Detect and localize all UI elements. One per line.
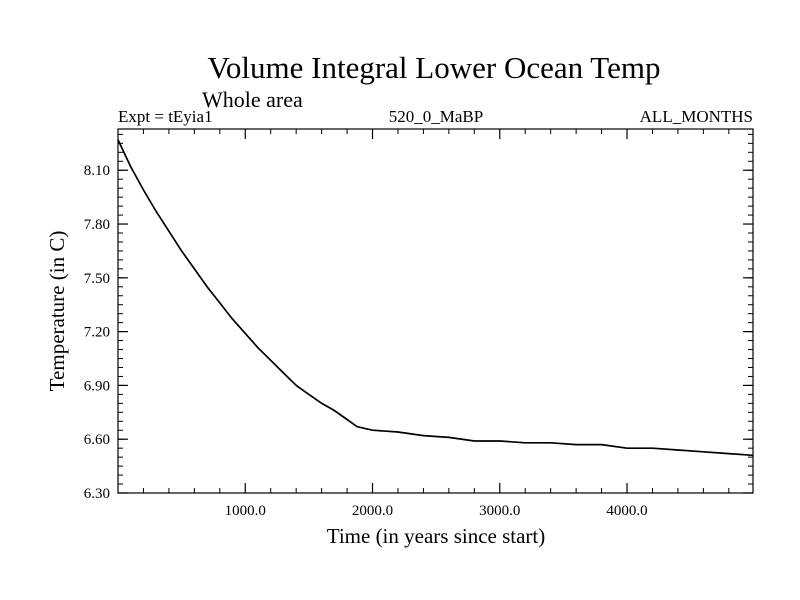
months-label: ALL_MONTHS <box>640 107 753 126</box>
y-tick-label: 7.20 <box>84 325 110 341</box>
chart-title: Volume Integral Lower Ocean Temp <box>208 50 661 85</box>
y-tick-label: 6.90 <box>84 378 110 394</box>
y-axis-label: Temperature (in C) <box>45 231 69 392</box>
y-tick-label: 7.80 <box>84 217 110 233</box>
y-tick-label: 6.60 <box>84 432 110 448</box>
x-tick-label: 3000.0 <box>479 503 520 519</box>
y-tick-label: 8.10 <box>84 163 110 179</box>
x-tick-label: 1000.0 <box>225 503 266 519</box>
plot-frame <box>117 128 754 494</box>
x-tick-label: 4000.0 <box>606 503 647 519</box>
period-label: 520_0_MaBP <box>389 107 483 126</box>
chart-subtitle: Whole area <box>202 87 303 112</box>
x-tick-labels: 1000.0 2000.0 3000.0 4000.0 <box>225 503 648 519</box>
y-tick-label: 6.30 <box>84 486 110 502</box>
y-tick-label: 7.50 <box>84 271 110 287</box>
minor-ticks <box>118 129 753 494</box>
temperature-series-line <box>117 139 754 457</box>
major-ticks <box>118 129 753 494</box>
experiment-label: Expt = tEyia1 <box>118 107 213 126</box>
x-tick-label: 2000.0 <box>352 503 393 519</box>
x-axis-label: Time (in years since start) <box>327 524 546 548</box>
y-tick-labels: 6.30 6.60 6.90 7.20 7.50 7.80 8.10 <box>84 163 110 502</box>
